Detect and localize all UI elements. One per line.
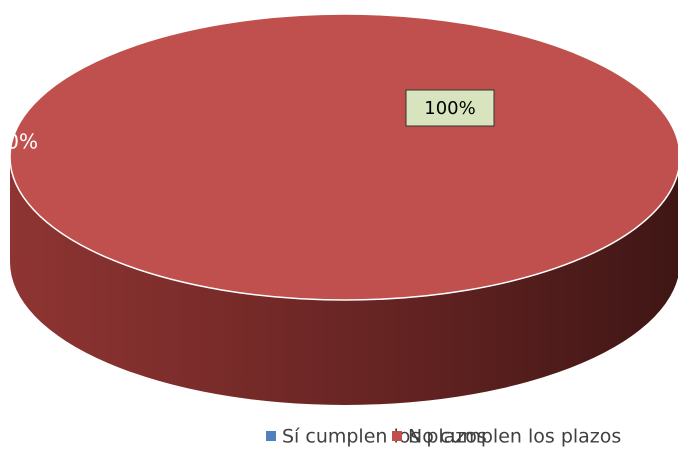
legend-swatch <box>266 431 276 441</box>
data-label: 0% <box>6 130 38 154</box>
data-label-box <box>405 89 495 127</box>
legend-swatch <box>392 431 402 441</box>
legend-label: No cumplen los plazos <box>408 426 621 448</box>
pie-slice <box>9 13 678 301</box>
legend-label: Sí cumplen los plazos <box>282 426 487 448</box>
pie-side <box>10 157 678 405</box>
data-label: 100% <box>424 98 475 119</box>
